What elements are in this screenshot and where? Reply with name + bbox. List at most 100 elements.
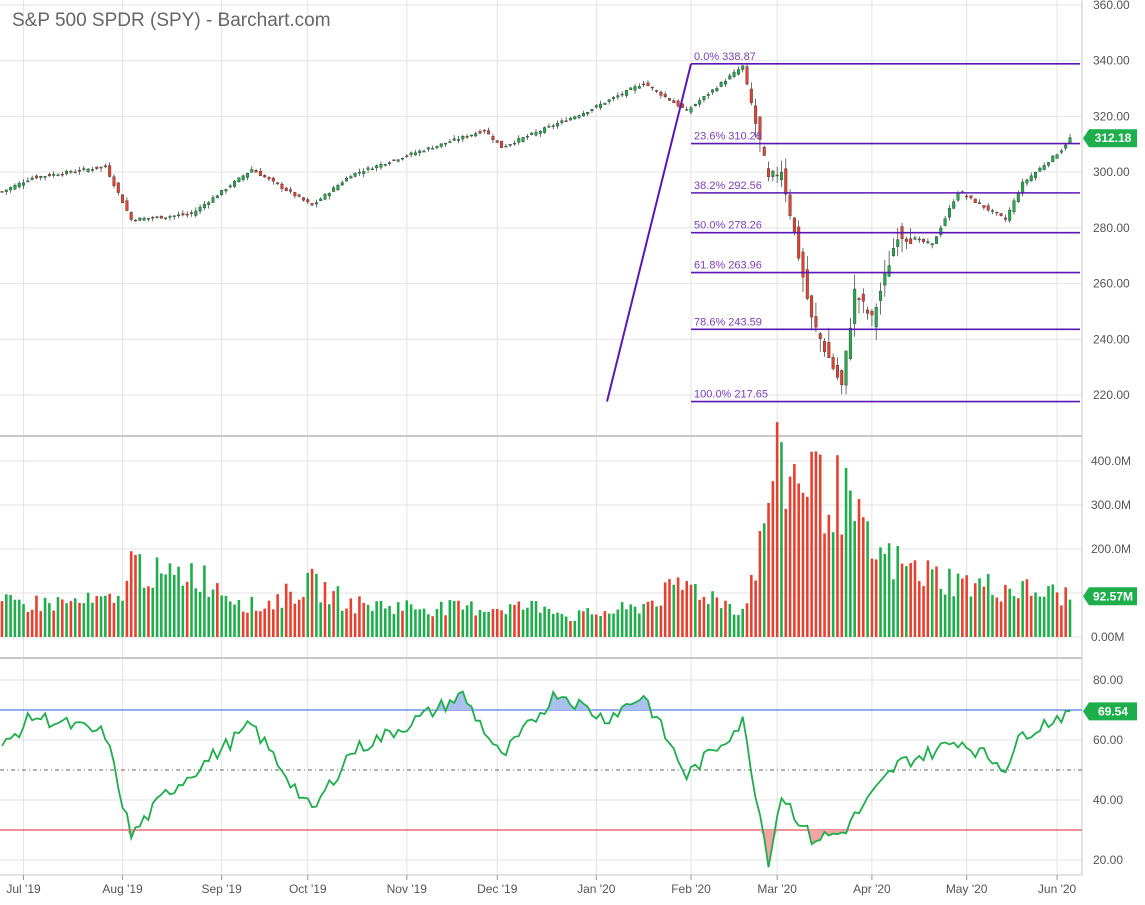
- candle: [935, 236, 938, 244]
- candle-body: [504, 145, 508, 148]
- volume-bar: [905, 566, 908, 637]
- rsi-overbought-fill: [561, 697, 567, 710]
- candle-body: [551, 125, 555, 128]
- volume-bar: [116, 595, 120, 637]
- volume-bar: [452, 600, 456, 637]
- volume-bar: [681, 589, 684, 637]
- candle: [444, 142, 448, 147]
- candle: [947, 204, 951, 221]
- volume-bar: [590, 614, 594, 637]
- fib-level-label: 78.6% 243.59: [694, 316, 762, 328]
- candle-body: [577, 115, 581, 118]
- volume-bar: [788, 476, 792, 637]
- candle: [332, 185, 336, 192]
- rsi-tick-label: 40.00: [1093, 793, 1123, 807]
- volume-bar: [448, 600, 452, 637]
- volume-bar: [99, 596, 103, 637]
- candle-body: [245, 172, 249, 178]
- candle-body: [375, 165, 379, 169]
- candle-body: [810, 295, 814, 318]
- candle-body: [797, 226, 801, 259]
- candle-body: [482, 129, 486, 132]
- candle-body: [426, 147, 430, 150]
- volume-bar: [22, 604, 25, 637]
- candle: [349, 174, 353, 179]
- candle: [401, 157, 404, 161]
- volume-bar: [823, 533, 826, 637]
- candle: [642, 80, 646, 88]
- candle-body: [749, 88, 753, 104]
- volume-bar: [414, 609, 417, 637]
- candle-body: [939, 227, 943, 235]
- candle: [711, 89, 715, 95]
- candle-body: [711, 89, 715, 93]
- volume-bar: [560, 613, 564, 637]
- volume-bar: [732, 614, 736, 637]
- volume-bar: [1051, 584, 1055, 637]
- fib-level-label: 100.0% 217.65: [694, 389, 768, 401]
- volume-bar: [909, 563, 912, 637]
- candle: [943, 215, 947, 227]
- candle: [534, 129, 538, 137]
- candle: [1012, 197, 1016, 215]
- candle-body: [930, 243, 934, 246]
- volume-bar: [138, 554, 142, 637]
- candle-body: [142, 217, 146, 221]
- candle: [108, 162, 112, 178]
- volume-bar: [840, 534, 844, 637]
- candle: [306, 197, 310, 204]
- volume-bar: [694, 584, 697, 637]
- volume-bar: [655, 606, 658, 637]
- candle: [939, 225, 943, 238]
- candle-body: [452, 138, 456, 141]
- candle: [926, 238, 930, 245]
- candle-body: [284, 187, 288, 191]
- candle: [512, 140, 516, 146]
- candle: [620, 91, 624, 98]
- volume-bar: [982, 586, 986, 637]
- volume-bar: [629, 604, 633, 637]
- candle: [112, 174, 116, 189]
- price-tick-label: 220.00: [1093, 388, 1130, 402]
- volume-bar: [164, 574, 167, 637]
- volume-bar: [293, 603, 297, 637]
- candle: [698, 97, 702, 108]
- candle-body: [835, 364, 839, 378]
- last-rsi-badge: 69.54: [1083, 702, 1137, 721]
- candle: [672, 98, 676, 104]
- fib-level-label: 50.0% 278.26: [694, 220, 762, 232]
- candle: [237, 177, 241, 183]
- candle: [629, 86, 633, 91]
- volume-bar: [508, 604, 512, 637]
- candle-body: [207, 202, 211, 206]
- candle: [835, 357, 839, 381]
- candle: [418, 149, 422, 157]
- volume-bar: [491, 609, 495, 637]
- candle: [478, 129, 482, 135]
- rsi-tick-label: 20.00: [1093, 853, 1123, 867]
- x-tick-label: Feb '20: [671, 882, 711, 896]
- candle-body: [95, 166, 99, 169]
- volume-bar: [517, 601, 521, 637]
- volume-bar: [241, 611, 245, 637]
- candle: [142, 216, 146, 221]
- volume-bar: [1060, 605, 1063, 637]
- candle-body: [642, 83, 646, 86]
- candle: [1003, 214, 1007, 223]
- candle-body: [129, 212, 133, 220]
- candle: [1034, 171, 1038, 181]
- candle-body: [973, 198, 977, 204]
- volume-bar: [1055, 592, 1059, 637]
- volume-bar: [1017, 598, 1020, 637]
- volume-series: [0, 422, 1072, 637]
- candle: [500, 140, 504, 148]
- volume-bar: [1068, 599, 1072, 637]
- candle: [577, 114, 581, 120]
- candle: [607, 99, 611, 105]
- candle: [60, 171, 64, 177]
- volume-bar: [978, 578, 981, 637]
- candle-body: [108, 165, 112, 177]
- candle-body: [293, 192, 297, 197]
- candle-body: [620, 93, 624, 96]
